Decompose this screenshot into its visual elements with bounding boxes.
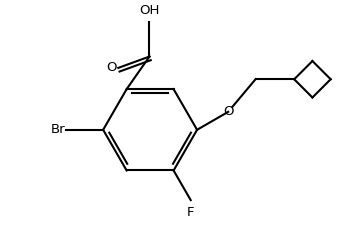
Text: Br: Br <box>51 123 65 136</box>
Text: O: O <box>223 105 234 118</box>
Text: F: F <box>187 206 195 219</box>
Text: O: O <box>106 61 116 74</box>
Text: OH: OH <box>139 4 160 17</box>
